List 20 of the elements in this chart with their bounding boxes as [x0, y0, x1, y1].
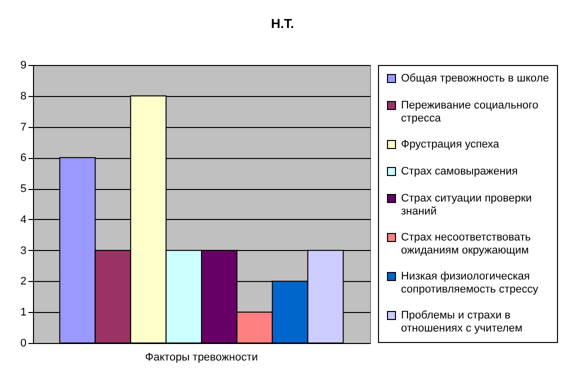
y-tick-label: 3 [20, 244, 26, 257]
legend-label: Низкая физиологическая сопротивляемость стрессу [401, 270, 539, 296]
y-tick-label: 4 [20, 214, 26, 226]
y-tick-label: 6 [20, 152, 26, 164]
y-tick-label: 9 [20, 60, 26, 72]
legend-label: Страх ситуации проверки знаний [401, 192, 532, 218]
y-tick-label: 1 [20, 306, 26, 319]
legend-label: Страх самовыражения [401, 166, 518, 178]
legend-label: Переживание социального стресса [401, 100, 538, 124]
y-tick-label: 8 [20, 90, 26, 102]
y-tick-label: 7 [20, 121, 26, 134]
legend-label: Общая тревожность в школе [401, 72, 549, 84]
y-tick-label: 2 [20, 276, 26, 288]
y-tick-label: 5 [20, 183, 26, 196]
chart-title: Н.Т. [270, 16, 294, 31]
legend-label: Фрустрация успеха [401, 138, 500, 150]
legend-label: Проблемы и страхи в отношениях с учителем [401, 310, 522, 334]
legend-label: Страх несоответствовать ожиданиям окружающим [401, 232, 532, 256]
x-tick-label: Факторы тревожности [145, 352, 258, 364]
y-tick-label: 0 [20, 338, 26, 350]
